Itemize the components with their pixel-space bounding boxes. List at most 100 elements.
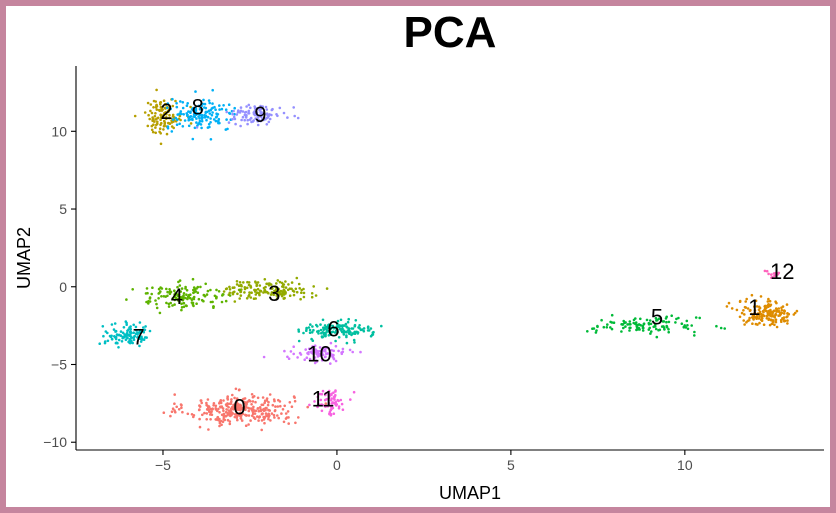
data-point: [210, 113, 214, 117]
data-point: [329, 408, 333, 411]
data-point: [256, 281, 260, 284]
data-point: [759, 318, 763, 322]
data-point: [147, 302, 150, 305]
data-point: [245, 105, 248, 108]
data-point: [645, 318, 649, 322]
data-point: [356, 332, 360, 335]
data-point: [344, 330, 348, 334]
data-point: [774, 307, 778, 310]
data-point: [612, 321, 616, 325]
y-tick-label: 5: [59, 201, 67, 217]
data-point: [763, 269, 767, 273]
data-point: [293, 114, 297, 118]
data-point: [249, 106, 252, 110]
data-point: [110, 338, 114, 341]
data-point: [239, 290, 243, 294]
data-point: [253, 107, 257, 110]
data-point: [231, 393, 234, 397]
data-point: [292, 106, 296, 109]
data-point: [220, 405, 224, 408]
data-point: [334, 393, 337, 397]
data-point: [265, 123, 269, 126]
data-point: [622, 319, 625, 323]
data-point: [276, 114, 279, 118]
data-point: [297, 330, 301, 333]
data-point: [236, 292, 239, 296]
data-point: [622, 326, 625, 330]
data-point: [233, 117, 237, 121]
data-point: [181, 125, 185, 128]
data-point: [320, 331, 323, 335]
data-point: [155, 306, 159, 310]
data-point: [316, 404, 319, 408]
data-point: [132, 336, 135, 340]
data-point: [349, 398, 352, 401]
data-point: [299, 297, 302, 301]
data-point: [348, 348, 352, 352]
data-point: [757, 317, 761, 320]
data-point: [694, 316, 698, 319]
data-point: [136, 336, 139, 339]
data-point: [655, 335, 659, 339]
data-point: [192, 415, 195, 419]
data-point: [239, 106, 243, 109]
data-point: [239, 294, 243, 297]
data-point: [191, 277, 195, 281]
data-point: [304, 348, 308, 351]
data-point: [211, 111, 214, 114]
data-point: [314, 294, 318, 297]
data-point: [218, 424, 221, 428]
data-point: [328, 331, 332, 335]
data-point: [196, 291, 200, 295]
data-point: [225, 110, 228, 114]
data-point: [327, 323, 330, 327]
data-point: [777, 307, 781, 310]
data-point: [326, 352, 329, 355]
data-point: [205, 418, 208, 421]
data-point: [235, 280, 239, 283]
data-point: [194, 113, 198, 117]
data-point: [234, 122, 237, 126]
data-point: [334, 390, 337, 393]
data-point: [353, 341, 356, 344]
data-point: [770, 276, 773, 280]
data-point: [199, 123, 203, 126]
data-point: [282, 288, 286, 292]
data-point: [214, 418, 217, 421]
data-point: [332, 349, 336, 353]
data-point: [354, 319, 358, 322]
data-point: [224, 414, 228, 418]
data-point: [154, 299, 157, 302]
data-point: [244, 408, 247, 412]
data-point: [206, 110, 209, 114]
data-point: [278, 280, 282, 284]
data-point: [173, 289, 176, 293]
data-point: [181, 410, 184, 414]
data-point: [241, 407, 244, 410]
data-point: [276, 414, 279, 417]
data-point: [259, 119, 262, 123]
data-point: [767, 318, 770, 322]
data-point: [279, 289, 283, 293]
data-point: [279, 404, 282, 408]
data-point: [247, 414, 251, 417]
data-point: [251, 414, 254, 418]
data-point: [680, 322, 684, 326]
data-point: [674, 321, 677, 324]
data-point: [280, 412, 283, 415]
data-point: [197, 115, 200, 118]
data-point: [133, 114, 137, 118]
data-point: [594, 331, 598, 334]
data-point: [315, 360, 319, 363]
data-point: [777, 314, 780, 318]
data-point: [139, 328, 142, 332]
data-point: [172, 120, 175, 123]
data-point: [768, 299, 772, 303]
data-point: [323, 324, 327, 327]
data-point: [209, 117, 212, 120]
x-tick-label: 10: [677, 457, 693, 473]
data-point: [200, 108, 204, 111]
data-point: [197, 297, 201, 301]
data-point: [184, 304, 188, 307]
data-point: [760, 312, 763, 316]
